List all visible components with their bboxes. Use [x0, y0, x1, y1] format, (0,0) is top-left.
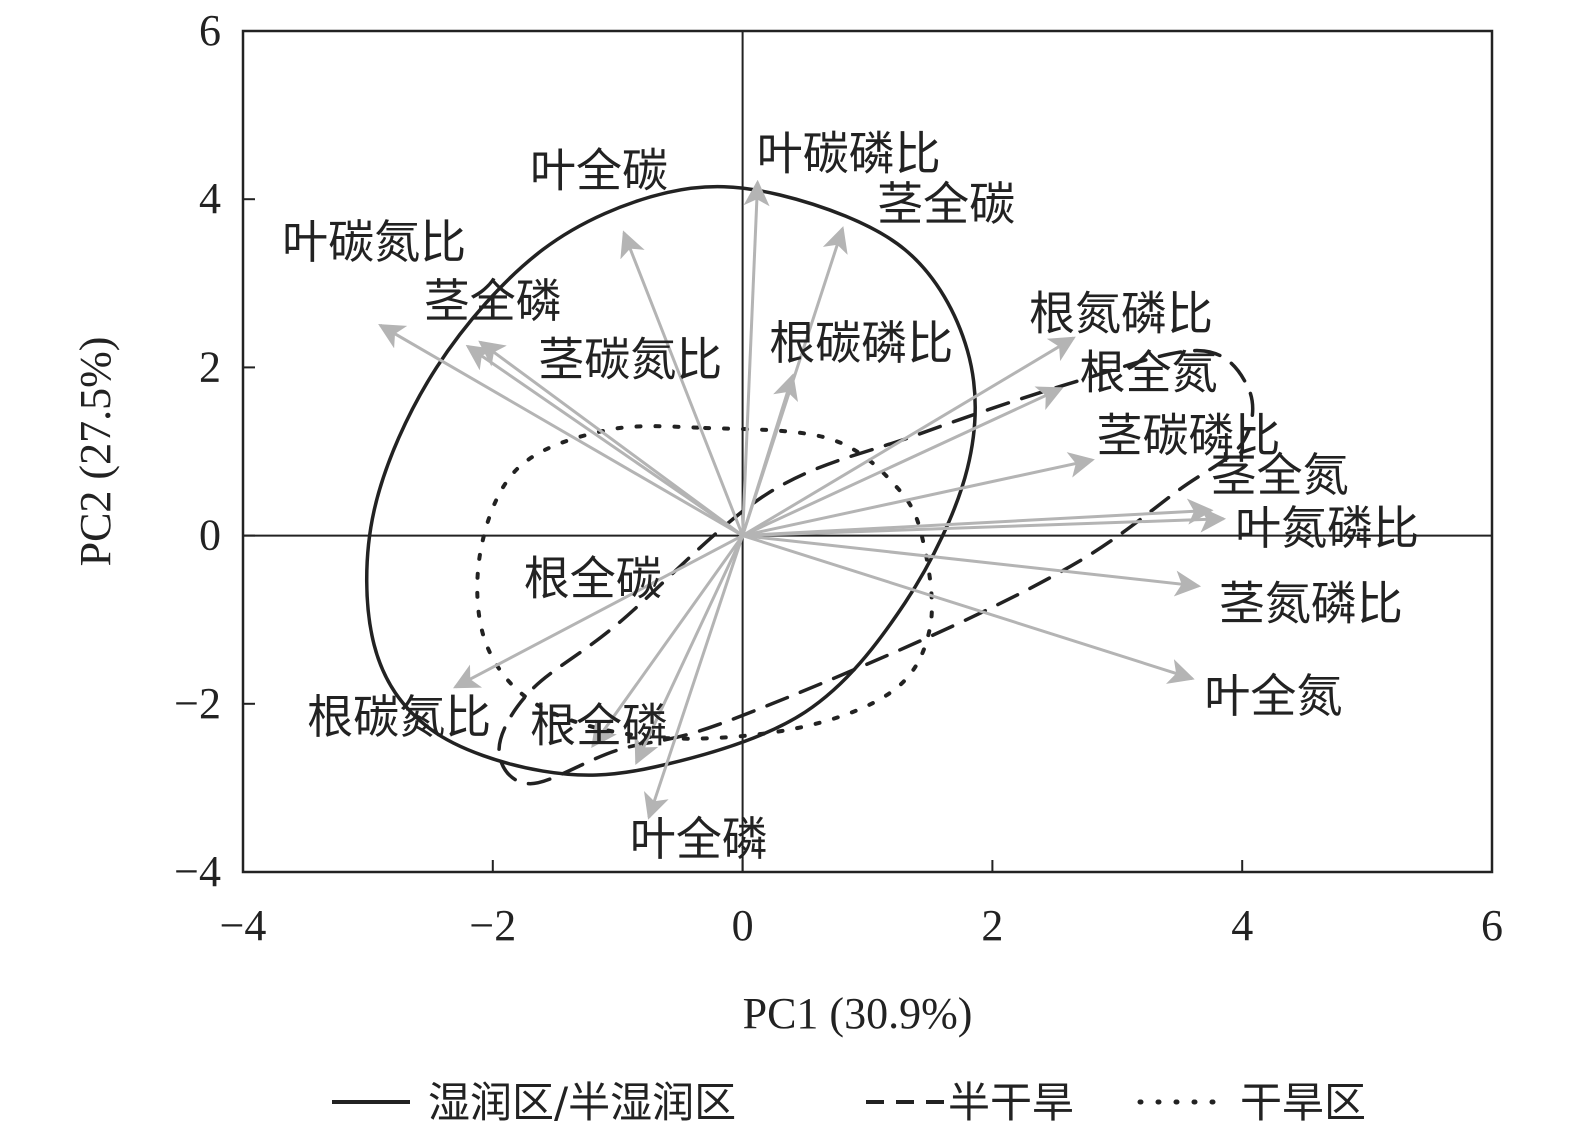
vector-label: 茎碳氮比	[538, 333, 722, 387]
vector-label: 茎全碳	[877, 177, 1015, 231]
vectors-layer	[378, 179, 1227, 820]
vector-arrow	[378, 324, 744, 537]
legend-label: 半干旱	[948, 1078, 1074, 1127]
x-tick-label: 2	[981, 901, 1003, 950]
x-tick-label: 4	[1231, 901, 1253, 950]
vector-arrow	[742, 534, 1202, 597]
x-tick-label: −4	[220, 901, 267, 950]
y-tick-label: 6	[199, 6, 221, 55]
x-tick-label: −2	[469, 901, 516, 950]
vector-arrow	[478, 340, 744, 537]
y-tick-label: 2	[199, 342, 221, 391]
vector-arrow	[453, 534, 744, 689]
legend-label: 湿润区/半湿润区	[428, 1078, 736, 1127]
vector-label: 根碳氮比	[307, 690, 491, 744]
vector-label: 根氮磷比	[1029, 286, 1213, 340]
plot-frame	[241, 29, 1494, 874]
y-tick-label: 4	[199, 174, 221, 223]
ellipse-solid	[364, 184, 977, 777]
vector-arrow	[643, 535, 745, 820]
y-tick-label: −4	[174, 847, 221, 896]
vector-label: 叶碳磷比	[757, 127, 941, 181]
vector-label: 茎全氮	[1211, 448, 1349, 502]
ellipses-layer	[364, 184, 1255, 786]
y-tick-label: 0	[199, 511, 221, 560]
ticks-layer: −4 −2 0 2 4 6 −4 −2 0 2 4 6	[174, 6, 1503, 950]
vector-label: 叶全碳	[530, 143, 668, 197]
y-axis-label: PC2 (27.5%)	[71, 337, 120, 567]
vector-arrow	[742, 506, 1227, 538]
x-tick-label: 0	[732, 901, 754, 950]
y-tick-label: −2	[174, 679, 221, 728]
x-axis-label: PC1 (30.9%)	[743, 989, 973, 1038]
vector-arrow	[742, 534, 1195, 684]
x-tick-label: 6	[1481, 901, 1503, 950]
vector-arrow	[465, 344, 744, 537]
legend-label: 干旱区	[1240, 1078, 1366, 1127]
legend: 湿润区/半湿润区 半干旱 干旱区	[332, 1078, 1366, 1127]
vector-arrow	[741, 373, 798, 537]
vector-arrow	[741, 336, 1076, 537]
vector-label: 根全氮	[1080, 345, 1218, 399]
ellipse-dotted	[475, 424, 934, 741]
vector-label: 叶碳氮比	[282, 215, 466, 269]
vector-arrow	[741, 179, 770, 536]
vector-label: 叶全氮	[1204, 669, 1342, 723]
vector-arrow	[634, 534, 744, 766]
vector-label: 叶氮磷比	[1235, 501, 1419, 555]
vector-label: 根全碳	[524, 551, 662, 605]
vector-arrow	[742, 452, 1095, 538]
vector-label: 茎碳磷比	[1096, 408, 1280, 462]
vector-label: 叶全磷	[630, 812, 768, 866]
vector-arrow	[591, 534, 744, 748]
ellipse-dashed	[497, 348, 1255, 786]
vector-arrow	[741, 386, 1064, 537]
vector-label: 根全磷	[530, 699, 668, 753]
vector-label: 茎全磷	[424, 274, 562, 328]
vector-label: 根碳磷比	[769, 316, 953, 370]
vector-label: 茎氮磷比	[1219, 577, 1403, 631]
reference-lines	[243, 31, 1492, 872]
vector-arrow	[620, 230, 744, 537]
